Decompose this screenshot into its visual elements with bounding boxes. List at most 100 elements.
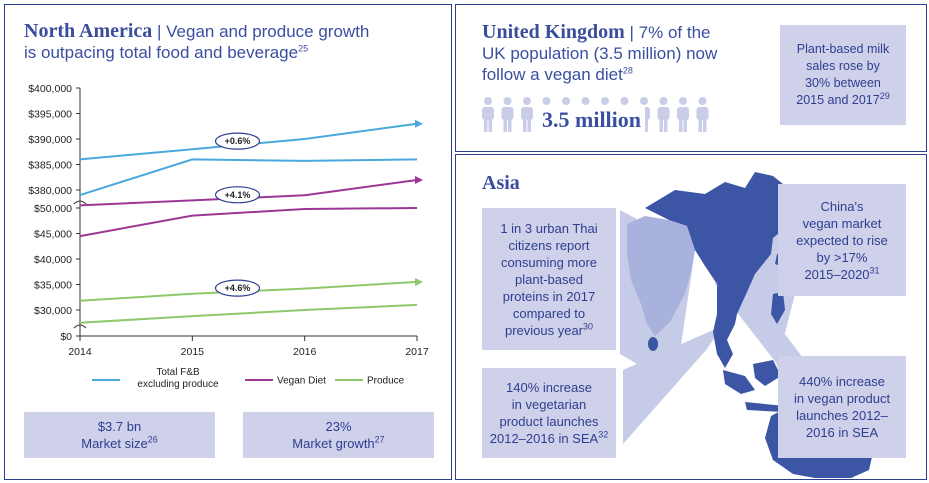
vegan-launches-box: 440% increase in vegan product launches … bbox=[778, 356, 906, 458]
footnote-ref: 31 bbox=[869, 265, 880, 276]
uk-title-line2: UK population (3.5 million) now bbox=[482, 44, 718, 63]
thai-line: consuming more bbox=[500, 254, 598, 270]
growth-badge-label: +0.6% bbox=[225, 136, 251, 146]
plant-milk-line: 30% between bbox=[805, 76, 881, 90]
axis-break-lower bbox=[73, 324, 87, 329]
growth-badge bbox=[214, 186, 261, 204]
y-tick-label: $400,000 bbox=[28, 83, 72, 95]
thai-line: 1 in 3 urban Thai bbox=[500, 220, 598, 236]
china-shape bbox=[645, 172, 799, 322]
uk-big-number: 3.5 million bbox=[538, 107, 646, 133]
indonesia-shape bbox=[745, 402, 785, 412]
footnote-ref: 27 bbox=[374, 434, 385, 445]
y-tick-label: $395,000 bbox=[28, 109, 72, 121]
legend-label: Produce bbox=[367, 376, 405, 387]
china-line: vegan market bbox=[802, 215, 882, 231]
plant-milk-box: Plant-based milk sales rose by 30% betwe… bbox=[780, 25, 906, 125]
y-tick-label: $0 bbox=[60, 331, 72, 343]
person-icon bbox=[677, 97, 689, 132]
y-tick-label: $40,000 bbox=[34, 254, 72, 266]
footnote-ref: 25 bbox=[298, 43, 309, 54]
callout-connector bbox=[623, 326, 722, 444]
thai-line: previous year bbox=[504, 322, 584, 338]
growth-line-chart: $400,000 $395,000 $390,000 $385,000 $380,000… bbox=[28, 83, 429, 390]
plant-milk-line: Plant-based milk bbox=[796, 42, 890, 56]
uk-title-line3: follow a vegan diet bbox=[482, 65, 623, 84]
y-tick-label: $30,000 bbox=[34, 305, 72, 317]
x-tick-label: 2017 bbox=[405, 346, 429, 358]
y-tick-label: $35,000 bbox=[34, 280, 72, 292]
series-line bbox=[79, 158, 418, 197]
sea-peninsula-shape bbox=[713, 286, 739, 368]
china-line: 2015–2020 bbox=[804, 266, 870, 282]
person-icon bbox=[696, 97, 709, 132]
market-size-value: $3.7 bn bbox=[97, 419, 142, 434]
asia-panel bbox=[455, 154, 927, 480]
indonesia-shape bbox=[723, 370, 755, 394]
person-icon bbox=[501, 97, 514, 132]
thai-line: proteins in 2017 bbox=[502, 288, 596, 304]
veg-line: product launches bbox=[499, 414, 599, 429]
thai-line: plant-based bbox=[515, 271, 583, 287]
china-line: expected to rise bbox=[796, 232, 888, 248]
footnote-ref: 26 bbox=[147, 434, 158, 445]
market-size-label: Market size bbox=[81, 436, 148, 451]
india-shape bbox=[627, 216, 695, 336]
thai-protein-box: 1 in 3 urban Thai citizens report consum… bbox=[482, 208, 616, 350]
china-line: China's bbox=[820, 198, 864, 214]
market-growth-value: 23% bbox=[325, 419, 352, 434]
vegan-line: 2016 in SEA bbox=[805, 425, 879, 440]
x-tick-label: 2014 bbox=[68, 346, 92, 358]
north-america-subtitle: is outpacing total food and beverage bbox=[24, 43, 299, 62]
person-icon bbox=[657, 97, 670, 132]
x-tick-label: 2015 bbox=[181, 346, 205, 358]
legend-label: Total F&B bbox=[156, 367, 200, 378]
indonesia-shape bbox=[753, 360, 781, 386]
growth-badge bbox=[214, 279, 261, 297]
north-america-panel bbox=[4, 4, 452, 480]
arrow-head bbox=[415, 175, 423, 184]
uk-title-rest: | 7% of the bbox=[624, 23, 711, 42]
veg-line: 140% increase bbox=[506, 380, 592, 395]
plant-milk-line: sales rose by bbox=[806, 59, 880, 73]
legend-label: Vegan Diet bbox=[277, 376, 326, 387]
arrow-head bbox=[415, 119, 423, 128]
vegan-line: 440% increase bbox=[799, 374, 885, 389]
market-growth-box: 23% Market growth27 bbox=[243, 412, 434, 458]
veg-line: in vegetarian bbox=[511, 397, 587, 412]
person-icon bbox=[482, 97, 494, 132]
legend-label: excluding produce bbox=[137, 379, 219, 390]
thai-line: citizens report bbox=[508, 237, 590, 253]
market-size-box: $3.7 bn Market size26 bbox=[24, 412, 215, 458]
uk-title: United Kingdom | 7% of the UK population… bbox=[482, 22, 762, 85]
veg-line: 2012–2016 in SEA bbox=[489, 431, 599, 446]
vegetarian-launches-box: 140% increase in vegetarian product laun… bbox=[482, 368, 616, 458]
uk-panel bbox=[455, 4, 927, 152]
footnote-ref: 28 bbox=[622, 65, 633, 76]
arrow-head bbox=[415, 277, 423, 286]
y-tick-label: $50,000 bbox=[34, 203, 72, 215]
sri-lanka-shape bbox=[648, 337, 658, 351]
china-market-box: China's vegan market expected to rise by… bbox=[778, 184, 906, 296]
x-tick-label: 2016 bbox=[293, 346, 317, 358]
footnote-ref: 29 bbox=[879, 90, 890, 101]
y-tick-label: $45,000 bbox=[34, 229, 72, 241]
growth-badge bbox=[214, 132, 261, 150]
north-america-title: North America | Vegan and produce growth… bbox=[24, 21, 444, 63]
series-line bbox=[79, 207, 418, 238]
vegan-line: in vegan product bbox=[793, 391, 891, 406]
north-america-title-rest: | Vegan and produce growth bbox=[152, 22, 370, 41]
market-growth-label: Market growth bbox=[292, 436, 375, 451]
uk-title-bold: United Kingdom bbox=[482, 21, 625, 43]
y-tick-label: $390,000 bbox=[28, 134, 72, 146]
growth-badge-label: +4.1% bbox=[225, 190, 251, 200]
axis-break-upper bbox=[73, 200, 87, 205]
footnote-ref: 30 bbox=[583, 321, 594, 332]
y-tick-label: $380,000 bbox=[28, 185, 72, 197]
asia-title: Asia bbox=[482, 172, 520, 194]
philippines-shape bbox=[771, 292, 785, 324]
thai-line: compared to bbox=[512, 305, 586, 321]
footnote-ref: 32 bbox=[598, 429, 609, 440]
plant-milk-line: 2015 and 2017 bbox=[796, 93, 880, 107]
series-line bbox=[79, 303, 418, 324]
